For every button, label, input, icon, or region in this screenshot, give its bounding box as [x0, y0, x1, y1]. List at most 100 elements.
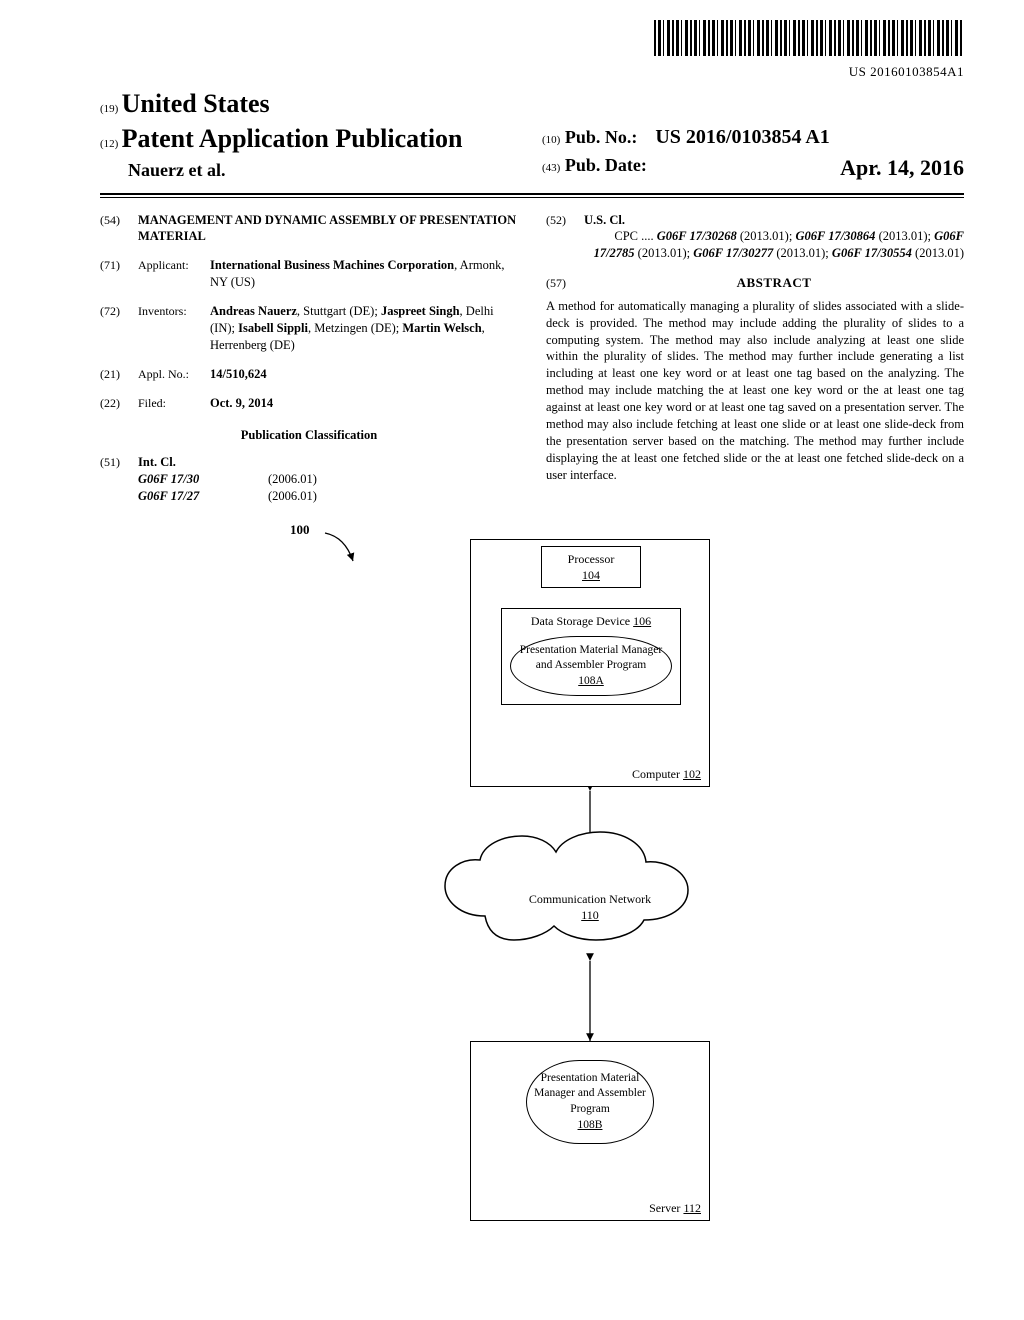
cpc-4: G06F 17/30277 — [693, 246, 773, 260]
fig-program-b: Presentation Material Manager and Assemb… — [526, 1060, 654, 1144]
left-column: (54) MANAGEMENT AND DYNAMIC ASSEMBLY OF … — [100, 212, 518, 507]
fig-network: Communication Network 110 — [510, 891, 670, 923]
applicant-label: Applicant: — [138, 257, 210, 291]
fig-storage: Data Storage Device 106 Presentation Mat… — [501, 608, 681, 705]
abstract-code: (57) — [546, 275, 584, 291]
authors: Nauerz et al. — [100, 158, 522, 182]
fig-processor: Processor 104 — [541, 546, 641, 588]
pub-type: Patent Application Publication — [122, 124, 463, 153]
country-code: (19) — [100, 103, 118, 115]
pub-date-label: Pub. Date: — [565, 155, 647, 175]
fig-program-b-num: 108B — [578, 1119, 603, 1131]
intcl-2: G06F 17/27 — [138, 488, 268, 505]
pub-type-line: (12) Patent Application Publication — [100, 121, 522, 156]
header-right: (10) Pub. No.: US 2016/0103854 A1 (43) P… — [542, 124, 964, 183]
inv1: Andreas Nauerz — [210, 304, 297, 318]
uscl-field: (52) U.S. Cl. CPC .... G06F 17/30268 (20… — [546, 212, 964, 263]
fig-network-num: 110 — [581, 908, 599, 922]
pub-no-value: US 2016/0103854 A1 — [655, 126, 829, 148]
pub-no-label: Pub. No.: — [565, 127, 638, 147]
applicant-field: (71) Applicant: International Business M… — [100, 257, 518, 291]
header-left: (19) United States (12) Patent Applicati… — [100, 86, 522, 182]
fig-processor-num: 104 — [582, 568, 600, 582]
inv3-loc: , Metzingen (DE); — [308, 321, 402, 335]
pub-date-code: (43) — [542, 162, 560, 174]
filed-field: (22) Filed: Oct. 9, 2014 — [100, 395, 518, 412]
cpc-1v: (2013.01); — [737, 229, 796, 243]
barcode-number: US 20160103854A1 — [100, 63, 964, 81]
title-field: (54) MANAGEMENT AND DYNAMIC ASSEMBLY OF … — [100, 212, 518, 246]
applno-label: Appl. No.: — [138, 366, 210, 383]
inventors-content: Andreas Nauerz, Stuttgart (DE); Jaspreet… — [210, 303, 518, 354]
pub-date-value: Apr. 14, 2016 — [840, 153, 964, 183]
fig-network-label: Communication Network — [529, 892, 651, 906]
uscl-code: (52) — [546, 212, 584, 263]
uscl-content: U.S. Cl. CPC .... G06F 17/30268 (2013.01… — [584, 212, 964, 263]
abstract-heading: ABSTRACT — [584, 274, 964, 292]
figure-1: 100 Processor 104 Data Storage Device 10… — [280, 521, 840, 1241]
intcl-code: (51) — [100, 454, 138, 505]
fig-server-text: Server — [649, 1201, 683, 1215]
fig-processor-label: Processor — [568, 552, 615, 566]
fig-program-a-num: 108A — [578, 675, 604, 687]
applno-field: (21) Appl. No.: 14/510,624 — [100, 366, 518, 383]
fig-server-num: 112 — [683, 1201, 701, 1215]
inventors-label: Inventors: — [138, 303, 210, 354]
fig-program-b-label: Presentation Material Manager and Assemb… — [534, 1072, 646, 1115]
intcl-label: Int. Cl. — [138, 454, 518, 471]
applno-code: (21) — [100, 366, 138, 383]
cpc-body: CPC .... G06F 17/30268 (2013.01); G06F 1… — [584, 228, 964, 262]
inventors-code: (72) — [100, 303, 138, 354]
rule-thin — [100, 197, 964, 198]
inventors-field: (72) Inventors: Andreas Nauerz, Stuttgar… — [100, 303, 518, 354]
pub-date-line: (43) Pub. Date: Apr. 14, 2016 — [542, 153, 964, 177]
cpc-5: G06F 17/30554 — [832, 246, 912, 260]
body-columns: (54) MANAGEMENT AND DYNAMIC ASSEMBLY OF … — [100, 212, 964, 507]
country-line: (19) United States — [100, 86, 522, 121]
inv2: Jaspreet Singh — [381, 304, 460, 318]
cpc-2v: (2013.01); — [875, 229, 934, 243]
pub-type-code: (12) — [100, 138, 118, 150]
cpc-1: G06F 17/30268 — [657, 229, 737, 243]
title-text: MANAGEMENT AND DYNAMIC ASSEMBLY OF PRESE… — [138, 212, 518, 246]
filed-value: Oct. 9, 2014 — [210, 395, 518, 412]
applicant-name: International Business Machines Corporat… — [210, 258, 454, 272]
pub-class-heading: Publication Classification — [100, 427, 518, 444]
inv1-loc: , Stuttgart (DE); — [297, 304, 381, 318]
abstract-block: (57) ABSTRACT A method for automatically… — [546, 266, 964, 483]
inv4: Martin Welsch — [402, 321, 481, 335]
barcode-block: US 20160103854A1 — [100, 20, 964, 80]
applicant-content: International Business Machines Corporat… — [210, 257, 518, 291]
filed-label: Filed: — [138, 395, 210, 412]
uscl-label: U.S. Cl. — [584, 212, 964, 229]
right-column: (52) U.S. Cl. CPC .... G06F 17/30268 (20… — [546, 212, 964, 507]
fig-storage-label: Data Storage Device — [531, 614, 633, 628]
intcl-2v: (2006.01) — [268, 488, 317, 505]
inv3: Isabell Sippli — [238, 321, 308, 335]
fig-storage-num: 106 — [633, 614, 651, 628]
cpc-5v: (2013.01) — [912, 246, 964, 260]
intcl-field: (51) Int. Cl. G06F 17/30 (2006.01) G06F … — [100, 454, 518, 505]
fig-computer-box: Processor 104 Data Storage Device 106 Pr… — [470, 539, 710, 787]
barcode-icon — [654, 20, 964, 56]
fig-server-label: Server 112 — [649, 1200, 701, 1216]
title-code: (54) — [100, 212, 138, 246]
intcl-row-1: G06F 17/30 (2006.01) — [138, 471, 518, 488]
rule-thick — [100, 193, 964, 195]
fig-ref-100: 100 — [290, 521, 310, 539]
fig-program-a-label: Presentation Material Manager and Assemb… — [520, 644, 662, 672]
cpc-prefix: CPC .... — [614, 229, 653, 243]
intcl-content: Int. Cl. G06F 17/30 (2006.01) G06F 17/27… — [138, 454, 518, 505]
intcl-row-2: G06F 17/27 (2006.01) — [138, 488, 518, 505]
applicant-code: (71) — [100, 257, 138, 291]
abstract-body: A method for automatically managing a pl… — [546, 298, 964, 484]
pub-no-line: (10) Pub. No.: US 2016/0103854 A1 — [542, 124, 964, 151]
pub-no-code: (10) — [542, 134, 560, 146]
fig-server-box: Presentation Material Manager and Assemb… — [470, 1041, 710, 1221]
intcl-1v: (2006.01) — [268, 471, 317, 488]
applno-value: 14/510,624 — [210, 366, 518, 383]
cpc-2: G06F 17/30864 — [795, 229, 875, 243]
filed-code: (22) — [100, 395, 138, 412]
fig-computer-num: 102 — [683, 767, 701, 781]
cpc-3v: (2013.01); — [635, 246, 694, 260]
